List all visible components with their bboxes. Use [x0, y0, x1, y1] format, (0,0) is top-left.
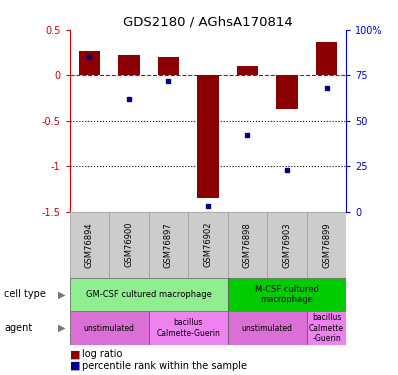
Text: ■: ■ — [70, 361, 80, 370]
Bar — [118, 54, 140, 75]
Bar — [236, 66, 258, 75]
Text: ▶: ▶ — [58, 290, 66, 299]
Text: GSM76900: GSM76900 — [125, 222, 133, 267]
Text: GSM76899: GSM76899 — [322, 222, 331, 267]
Text: ▶: ▶ — [58, 323, 66, 333]
Bar — [307, 311, 346, 345]
Bar — [228, 278, 346, 311]
Text: percentile rank within the sample: percentile rank within the sample — [82, 361, 247, 370]
Bar — [70, 212, 109, 278]
Bar — [158, 57, 179, 75]
Bar — [197, 75, 219, 198]
Text: unstimulated: unstimulated — [242, 324, 293, 333]
Bar — [228, 311, 307, 345]
Text: ■: ■ — [70, 350, 80, 359]
Bar — [70, 278, 228, 311]
Bar — [316, 42, 338, 75]
Text: GSM76903: GSM76903 — [283, 222, 291, 267]
Bar — [188, 212, 228, 278]
Title: GDS2180 / AGhsA170814: GDS2180 / AGhsA170814 — [123, 16, 293, 29]
Bar — [228, 212, 267, 278]
Text: GSM76898: GSM76898 — [243, 222, 252, 268]
Text: bacillus
Calmette
-Guerin: bacillus Calmette -Guerin — [309, 313, 344, 343]
Bar — [78, 51, 100, 75]
Text: GSM76897: GSM76897 — [164, 222, 173, 268]
Bar — [307, 212, 346, 278]
Text: GSM76894: GSM76894 — [85, 222, 94, 267]
Text: unstimulated: unstimulated — [84, 324, 135, 333]
Bar — [149, 212, 188, 278]
Bar — [109, 212, 149, 278]
Text: agent: agent — [4, 323, 32, 333]
Text: GM-CSF cultured macrophage: GM-CSF cultured macrophage — [86, 290, 212, 299]
Text: M-CSF cultured
macrophage: M-CSF cultured macrophage — [255, 285, 319, 304]
Text: GSM76902: GSM76902 — [203, 222, 213, 267]
Bar — [276, 75, 298, 109]
Bar — [149, 311, 228, 345]
Text: cell type: cell type — [4, 290, 46, 299]
Text: bacillus
Calmette-Guerin: bacillus Calmette-Guerin — [156, 318, 220, 338]
Text: log ratio: log ratio — [82, 350, 122, 359]
Bar — [70, 311, 149, 345]
Bar — [267, 212, 307, 278]
